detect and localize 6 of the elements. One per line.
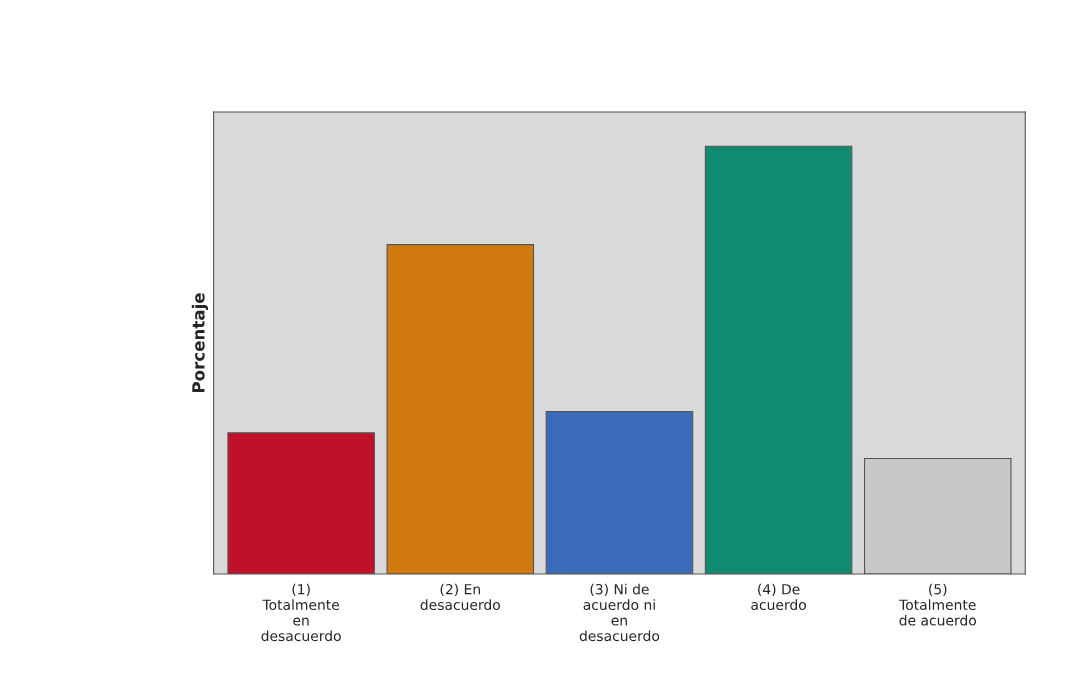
x-tick-label: (5) Totalmente de acuerdo: [899, 583, 977, 626]
x-tick-label: (1) Totalmente en desacuerdo: [261, 583, 341, 642]
x-tick-label: (4) De acuerdo: [751, 583, 806, 611]
y-axis-title: Porcentaje: [191, 293, 209, 393]
x-tick-label: (2) En desacuerdo: [420, 583, 500, 611]
x-tick-label: (3) Ni de acuerdo ni en desacuerdo: [579, 583, 660, 642]
